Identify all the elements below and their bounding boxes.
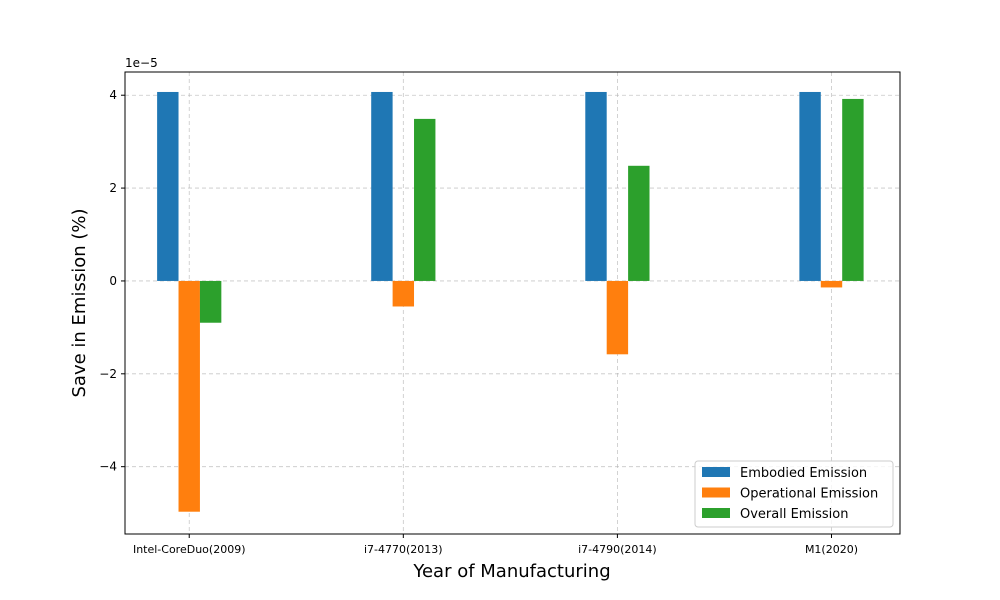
legend-label: Operational Emission [740, 487, 878, 502]
x-tick-label: M1(2020) [805, 543, 858, 556]
y-tick-label: 0 [109, 274, 117, 288]
y-tick-label: −2 [99, 367, 117, 381]
axes-frame [124, 71, 901, 535]
legend-swatch [702, 467, 730, 477]
bar [820, 280, 843, 288]
legend-label: Embodied Emission [740, 466, 867, 481]
x-tick-label: Intel-CoreDuo(2009) [133, 543, 246, 556]
legend-frame [694, 460, 894, 528]
y-tick-label: −4 [99, 460, 117, 474]
bar [585, 91, 607, 281]
bar [842, 98, 864, 281]
y-axis-title: Save in Emission (%) [69, 209, 90, 398]
bar [199, 280, 222, 323]
bar [178, 280, 200, 512]
bar [392, 280, 415, 307]
y-ticks: 4 2 0 −2 −4 [99, 88, 125, 474]
y-tick-label: 4 [109, 88, 117, 102]
bar [606, 280, 629, 355]
legend: Embodied Emission Operational Emission Ove… [694, 460, 894, 528]
scale-label: 1e−5 [125, 56, 158, 70]
legend-swatch [702, 487, 730, 498]
x-tick-label: i7-4770(2013) [364, 543, 443, 556]
x-ticks: Intel-CoreDuo(2009) i7-4770(2013) i7-4790(… [133, 534, 858, 556]
bars [157, 91, 864, 512]
legend-swatch [702, 508, 730, 518]
legend-label: Overall Emission [740, 507, 848, 522]
x-axis-title: Year of Manufacturing [412, 561, 610, 582]
bar [628, 165, 650, 281]
bar [799, 91, 821, 281]
x-tick-label: i7-4790(2014) [578, 543, 657, 556]
bar [157, 91, 179, 281]
bar [414, 118, 436, 281]
bar [371, 91, 393, 281]
y-tick-label: 2 [109, 181, 117, 195]
